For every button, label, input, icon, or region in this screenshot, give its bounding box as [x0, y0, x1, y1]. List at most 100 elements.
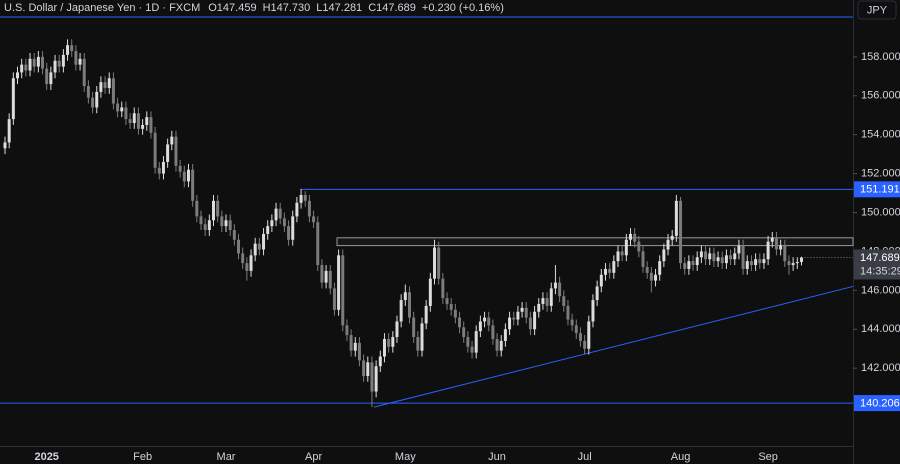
candle-body — [78, 58, 82, 65]
candle-body — [437, 247, 441, 279]
candle-body — [616, 251, 620, 262]
candle-body — [120, 107, 124, 112]
candle-body — [578, 333, 582, 341]
candle-body — [779, 245, 783, 250]
candle-body — [770, 237, 774, 242]
currency-box[interactable] — [857, 0, 897, 20]
candle-body — [278, 208, 282, 219]
candle-body — [124, 107, 128, 120]
candle-body — [353, 342, 357, 351]
candle-body — [324, 270, 328, 283]
candle-body — [266, 226, 270, 234]
candle-body — [737, 245, 741, 254]
candle-body — [207, 220, 211, 231]
candle-body — [111, 78, 115, 104]
candle-body — [595, 286, 599, 301]
trendline — [373, 285, 854, 408]
y-tick-label: 158.000 — [861, 51, 900, 63]
candle-body — [145, 117, 149, 125]
candle-body — [328, 270, 332, 289]
x-tick-label: Jun — [488, 451, 506, 463]
candle-body — [754, 259, 758, 266]
candle-body — [545, 298, 549, 306]
candle-body — [11, 78, 15, 120]
candle-body — [32, 58, 36, 67]
y-tick-label: 142.000 — [861, 362, 900, 374]
candle-body — [349, 335, 353, 351]
candle-body — [666, 239, 670, 250]
candle-body — [649, 272, 653, 281]
candle-body — [212, 200, 215, 221]
candle-body — [466, 337, 470, 347]
candle-body — [341, 255, 345, 326]
candle-body — [128, 119, 132, 124]
candle-body — [161, 161, 165, 174]
candle-body — [66, 45, 70, 55]
candle-body — [695, 257, 699, 266]
candle-body — [787, 261, 791, 266]
candle-body — [407, 292, 411, 318]
y-tick-label: 156.000 — [861, 90, 900, 102]
candle-body — [362, 360, 366, 376]
currency[interactable]: JPY — [867, 4, 888, 16]
candle-body — [149, 117, 153, 133]
candle-body — [316, 222, 320, 266]
candle-body — [508, 317, 512, 330]
candle-body — [474, 331, 478, 353]
candle-body — [374, 366, 378, 392]
candle-body — [253, 243, 257, 256]
last-price-label: 147.689 — [860, 252, 900, 264]
candle-body — [512, 317, 516, 320]
axes: 142.000144.000146.000148.000150.000152.0… — [34, 51, 900, 463]
candle-body — [224, 220, 228, 227]
x-tick-label: May — [395, 451, 416, 463]
candle-body — [420, 323, 424, 351]
y-tick-label: 150.000 — [861, 206, 900, 218]
symbol-title: U.S. Dollar / Japanese Yen · 1D · FXCM — [4, 2, 200, 14]
candle-body — [741, 245, 745, 269]
level-price-label: 140.206 — [860, 397, 900, 409]
candle-body — [758, 259, 762, 264]
candle-body — [433, 247, 437, 279]
candle-body — [783, 245, 787, 262]
candle-body — [70, 45, 74, 52]
candle-body — [274, 208, 278, 221]
candle-body — [691, 261, 695, 266]
candle-body — [282, 218, 286, 227]
candle-body — [403, 292, 407, 301]
candle-body — [312, 216, 316, 223]
candle-body — [503, 329, 507, 341]
candle-body — [95, 91, 99, 108]
candle-body — [241, 253, 245, 264]
candle-body — [153, 132, 157, 168]
candle-body — [295, 202, 299, 217]
candle-body — [332, 288, 336, 310]
candle-body — [387, 338, 391, 347]
level-price-box — [854, 395, 900, 412]
candle-body — [262, 233, 266, 250]
candle-body — [553, 282, 557, 289]
candle-body — [57, 60, 61, 67]
candle-body — [166, 144, 170, 162]
level-price-box — [854, 181, 900, 198]
candle-body — [491, 325, 495, 339]
candle-body — [670, 235, 674, 240]
candle-body — [199, 216, 203, 225]
resistance-zone — [336, 237, 854, 247]
candle-body — [608, 268, 612, 273]
header: U.S. Dollar / Japanese Yen · 1D · FXCM O… — [4, 2, 504, 14]
candle-body — [249, 255, 253, 271]
candle-body — [587, 321, 591, 349]
candle-body — [82, 58, 86, 87]
candle-body — [683, 263, 687, 269]
candle-body — [136, 113, 140, 129]
candle-body — [91, 97, 95, 108]
candle-body — [487, 317, 491, 326]
candle-body — [103, 82, 107, 88]
candle-body — [28, 58, 32, 71]
candle-body — [603, 268, 607, 275]
candle-body — [182, 171, 186, 182]
candle-body — [662, 249, 666, 262]
candle-body — [708, 253, 712, 260]
